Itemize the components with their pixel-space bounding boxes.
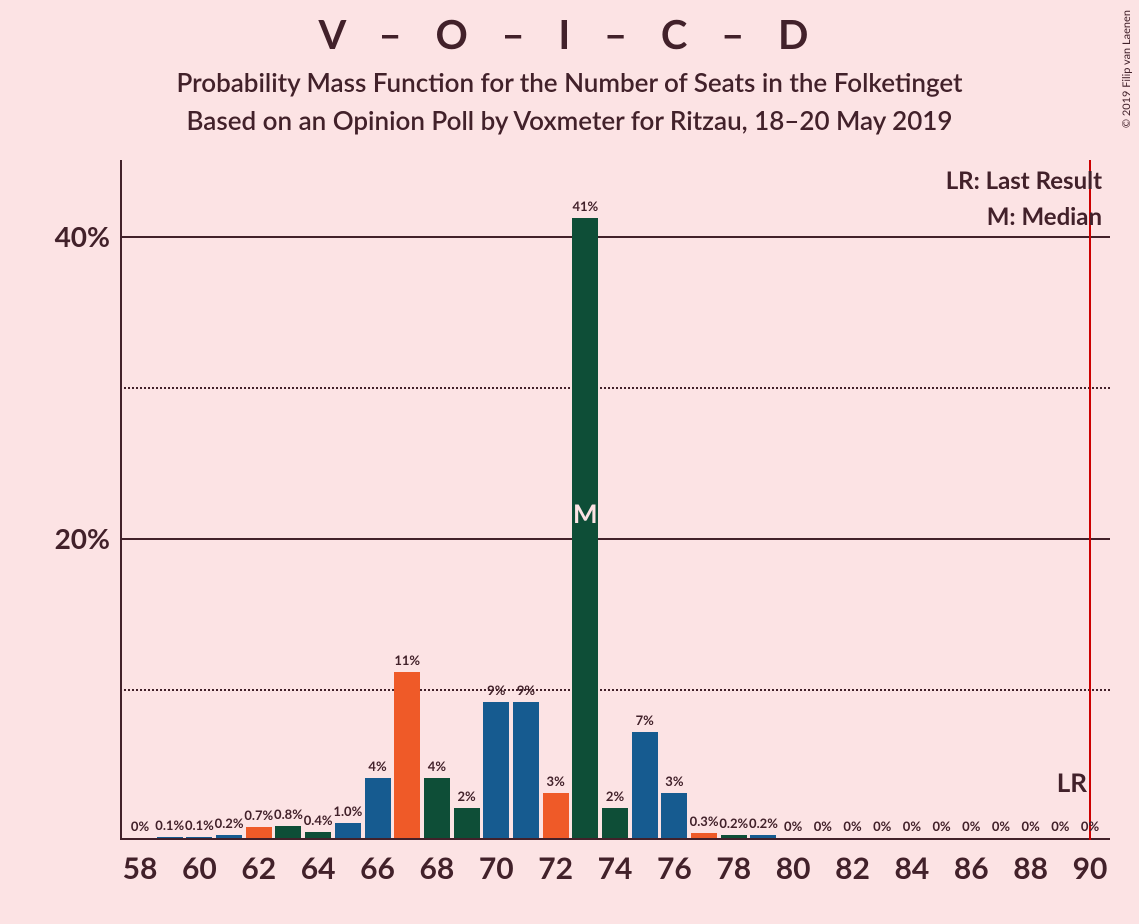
bar-value-label: 0%: [784, 818, 802, 834]
bar-value-label: 3%: [547, 773, 565, 789]
bar-value-label: 4%: [368, 758, 386, 774]
bar-value-label: 2%: [606, 788, 624, 804]
chart-plot-area: 20%40%LR0%0.1%0.1%0.2%0.7%0.8%0.4%1.0%4%…: [120, 160, 1110, 840]
chart-title: V – O – I – C – D: [0, 10, 1139, 58]
bar: 0.2%: [721, 835, 747, 838]
gridline: [120, 236, 1110, 238]
bar: 1.0%: [335, 823, 361, 838]
bar-value-label: 0%: [903, 818, 921, 834]
x-tick-label: 80: [763, 850, 823, 886]
plot: 20%40%LR0%0.1%0.1%0.2%0.7%0.8%0.4%1.0%4%…: [120, 160, 1110, 840]
y-tick-label: 20%: [20, 521, 110, 555]
bar-value-label: 0.8%: [274, 806, 303, 822]
bar: 9%: [483, 702, 509, 838]
x-tick-label: 76: [644, 850, 704, 886]
copyright-text: © 2019 Filip van Laenen: [1120, 10, 1133, 128]
legend-m: M: Median: [987, 202, 1102, 231]
bar-value-label: 0.4%: [304, 812, 333, 828]
bar-value-label: 0%: [131, 818, 149, 834]
bar-value-label: 0%: [1022, 818, 1040, 834]
bar-value-label: 0%: [962, 818, 980, 834]
bar-value-label: 0%: [1081, 818, 1099, 834]
bar: 7%: [632, 732, 658, 838]
bar: 9%: [513, 702, 539, 838]
x-tick-label: 62: [229, 850, 289, 886]
x-axis: [120, 838, 1110, 840]
last-result-line: [1089, 160, 1091, 840]
x-tick-label: 86: [941, 850, 1001, 886]
bar-value-label: 11%: [394, 652, 420, 668]
gridline: [120, 538, 1110, 540]
bar-value-label: 0.1%: [155, 817, 184, 833]
x-tick-label: 74: [585, 850, 645, 886]
bar: 0.8%: [275, 826, 301, 838]
bar: 3%: [543, 793, 569, 838]
x-tick-label: 64: [288, 850, 348, 886]
y-axis: [120, 160, 122, 840]
bar: 0.2%: [216, 835, 242, 838]
x-tick-label: 72: [526, 850, 586, 886]
bar-value-label: 41%: [572, 198, 598, 214]
x-tick-label: 84: [882, 850, 942, 886]
bar-value-label: 0%: [873, 818, 891, 834]
bar-value-label: 0.1%: [185, 817, 214, 833]
median-label: M: [573, 497, 598, 529]
bar-value-label: 0.2%: [719, 815, 748, 831]
bar: 2%: [454, 808, 480, 838]
last-result-label: LR: [1057, 766, 1087, 798]
bar-value-label: 0%: [992, 818, 1010, 834]
bar-value-label: 7%: [636, 712, 654, 728]
x-tick-label: 88: [1001, 850, 1061, 886]
bar-value-label: 2%: [457, 788, 475, 804]
chart-subtitle-1: Probability Mass Function for the Number…: [0, 66, 1139, 98]
bar: 0.1%: [157, 837, 183, 839]
x-tick-label: 60: [169, 850, 229, 886]
bar-value-label: 3%: [665, 773, 683, 789]
bar-value-label: 4%: [428, 758, 446, 774]
bar-value-label: 0.3%: [690, 813, 719, 829]
chart-subtitle-2: Based on an Opinion Poll by Voxmeter for…: [0, 104, 1139, 136]
chart-container: { "title": "V – O – I – C – D", "subtitl…: [0, 0, 1139, 924]
bar-value-label: 9%: [487, 682, 505, 698]
bar-value-label: 0%: [843, 818, 861, 834]
bar: 0.1%: [186, 837, 212, 839]
x-tick-label: 82: [823, 850, 883, 886]
bar: 4%: [424, 778, 450, 838]
bar-value-label: 0%: [814, 818, 832, 834]
bar: 0.2%: [750, 835, 776, 838]
bar: 2%: [602, 808, 628, 838]
bar-value-label: 0.2%: [749, 815, 778, 831]
bar: 41%M: [572, 218, 598, 838]
x-tick-label: 66: [348, 850, 408, 886]
bar: 0.3%: [691, 833, 717, 838]
bar: 3%: [661, 793, 687, 838]
x-tick-label: 70: [466, 850, 526, 886]
x-tick-label: 90: [1060, 850, 1120, 886]
bar: 0.4%: [305, 832, 331, 838]
bar-value-label: 0%: [1051, 818, 1069, 834]
y-tick-label: 40%: [20, 219, 110, 253]
bar-value-label: 0.2%: [215, 815, 244, 831]
bar-value-label: 0.7%: [244, 807, 273, 823]
gridline: [120, 689, 1110, 691]
x-tick-label: 68: [407, 850, 467, 886]
bar-value-label: 1.0%: [333, 803, 362, 819]
bar-value-label: 9%: [517, 682, 535, 698]
bar: 0.7%: [246, 827, 272, 838]
bar-value-label: 0%: [932, 818, 950, 834]
bar: 4%: [365, 778, 391, 838]
x-tick-label: 58: [110, 850, 170, 886]
legend-lr: LR: Last Result: [946, 166, 1102, 195]
gridline: [120, 387, 1110, 389]
bar: 11%: [394, 672, 420, 838]
x-tick-label: 78: [704, 850, 764, 886]
